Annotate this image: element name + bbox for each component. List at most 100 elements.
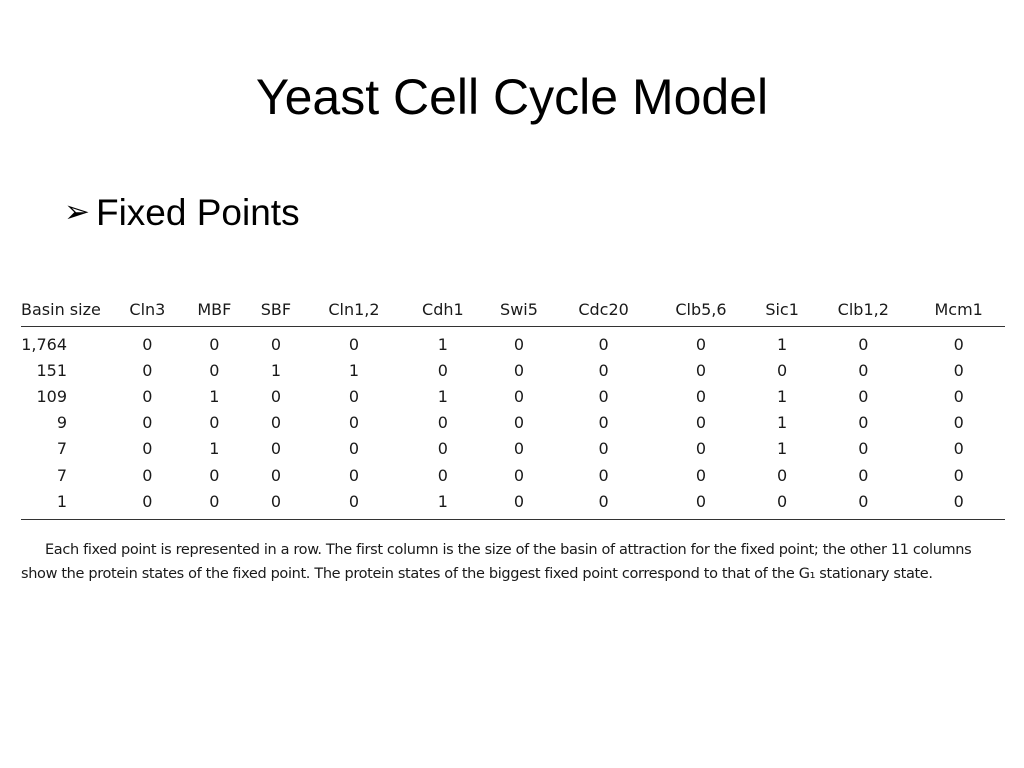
arrow-bullet-icon: ➢ (64, 194, 90, 230)
protein-state-cell: 1 (209, 386, 220, 406)
protein-state-cell: 1 (777, 334, 788, 354)
protein-state-cell: 0 (858, 386, 869, 406)
protein-state-cell: 0 (246, 488, 305, 521)
protein-state-cell: 0 (437, 439, 448, 459)
protein-state-cell: 0 (953, 360, 964, 380)
protein-state-cell: 1 (402, 488, 483, 521)
protein-state-cell: 0 (513, 413, 525, 433)
protein-state-cell: 1 (777, 439, 788, 459)
column-header-swi5: Swi5 (482, 293, 556, 327)
protein-state-cell: 0 (953, 386, 964, 406)
protein-state-cell: 0 (953, 334, 964, 354)
protein-state-cell: 0 (598, 386, 609, 406)
table-row: 1,764 0 0 0 0 1 0 0 0 1 0 0 (21, 327, 1005, 358)
protein-state-cell: 0 (953, 439, 964, 459)
protein-state-cell: 0 (695, 334, 707, 354)
protein-state-cell: 0 (858, 465, 869, 485)
protein-state-cell: 0 (304, 488, 403, 521)
protein-state-cell: 0 (695, 465, 707, 485)
table-body: 1,764 0 0 0 0 1 0 0 0 1 0 0 151 0 0 1 1 0 0 0 0 0 0 0 109 0 1 0 0 1 0 0… (21, 327, 1005, 521)
basin-size-cell: 9 (56, 413, 67, 433)
protein-state-cell: 0 (181, 488, 247, 521)
protein-state-cell: 0 (270, 413, 281, 433)
protein-state-cell: 1 (209, 439, 220, 459)
protein-state-cell: 1 (777, 386, 788, 406)
protein-state-cell: 0 (209, 465, 220, 485)
protein-state-cell: 0 (555, 488, 652, 521)
protein-state-cell: 0 (953, 465, 964, 485)
protein-state-cell: 1 (348, 360, 360, 380)
protein-state-cell: 0 (482, 488, 556, 521)
protein-state-cell: 0 (695, 360, 707, 380)
protein-state-cell: 0 (142, 465, 153, 485)
basin-size-cell: 7 (56, 439, 67, 459)
protein-state-cell: 0 (270, 386, 281, 406)
protein-state-cell: 0 (142, 334, 153, 354)
protein-state-cell: 0 (777, 465, 788, 485)
protein-state-cell: 0 (270, 334, 281, 354)
protein-state-cell: 0 (695, 439, 707, 459)
protein-state-cell: 0 (209, 413, 220, 433)
basin-size-cell: 1,764 (21, 334, 67, 354)
protein-state-cell: 0 (749, 488, 815, 521)
protein-state-cell: 0 (209, 360, 220, 380)
protein-state-cell: 0 (270, 439, 281, 459)
protein-state-cell: 0 (348, 334, 360, 354)
protein-state-cell: 0 (270, 465, 281, 485)
bullet-item-fixed-points: ➢ Fixed Points (64, 188, 300, 238)
column-header-cln3: Cln3 (113, 293, 182, 327)
column-header-mbf: MBF (181, 293, 247, 327)
protein-state-cell: 0 (513, 439, 525, 459)
protein-state-cell: 0 (348, 439, 360, 459)
basin-size-cell: 7 (56, 465, 67, 485)
protein-state-cell: 0 (513, 465, 525, 485)
protein-state-cell: 0 (513, 386, 525, 406)
table-row: 9 0 0 0 0 0 0 0 0 1 0 0 (21, 410, 1005, 436)
table-row: 7 0 0 0 0 0 0 0 0 0 0 0 (21, 462, 1005, 488)
protein-state-cell: 0 (858, 360, 869, 380)
basin-size-cell: 109 (36, 386, 67, 406)
basin-size-cell: 1 (21, 488, 113, 521)
column-header-clb5-6: Clb5,6 (651, 293, 750, 327)
protein-state-cell: 0 (437, 465, 448, 485)
protein-state-cell: 0 (912, 488, 1005, 521)
protein-state-cell: 0 (513, 360, 525, 380)
column-header-sbf: SBF (246, 293, 305, 327)
protein-state-cell: 0 (858, 413, 869, 433)
protein-state-cell: 0 (113, 488, 182, 521)
protein-state-cell: 0 (858, 439, 869, 459)
protein-state-cell: 0 (695, 413, 707, 433)
protein-state-cell: 0 (142, 413, 153, 433)
protein-state-cell: 0 (142, 439, 153, 459)
protein-state-cell: 0 (513, 334, 525, 354)
protein-state-cell: 1 (777, 413, 788, 433)
protein-state-cell: 0 (142, 386, 153, 406)
protein-state-cell: 0 (814, 488, 913, 521)
protein-state-cell: 1 (437, 334, 448, 354)
protein-state-cell: 0 (209, 334, 220, 354)
caption-line-1: Each fixed point is represented in a row… (45, 542, 972, 558)
protein-state-cell: 0 (858, 334, 869, 354)
caption-line-2: show the protein states of the fixed poi… (21, 566, 933, 582)
table-row: 7 0 1 0 0 0 0 0 0 1 0 0 (21, 436, 1005, 462)
column-header-cdh1: Cdh1 (402, 293, 483, 327)
protein-state-cell: 0 (695, 386, 707, 406)
column-header-cln1-2: Cln1,2 (304, 293, 403, 327)
column-header-mcm1: Mcm1 (912, 293, 1005, 327)
protein-state-cell: 0 (437, 360, 448, 380)
protein-state-cell: 0 (953, 413, 964, 433)
column-header-sic1: Sic1 (749, 293, 815, 327)
protein-state-cell: 0 (348, 386, 360, 406)
protein-state-cell: 0 (777, 360, 788, 380)
column-header-basin-size: Basin size (21, 293, 113, 327)
basin-size-cell: 151 (36, 360, 67, 380)
table-header-row: Basin size Cln3 MBF SBF Cln1,2 Cdh1 Swi5… (21, 293, 1005, 327)
protein-state-cell: 0 (598, 413, 609, 433)
table-row: 109 0 1 0 0 1 0 0 0 1 0 0 (21, 383, 1005, 409)
column-header-clb1-2: Clb1,2 (814, 293, 913, 327)
slide-title: Yeast Cell Cycle Model (255, 69, 769, 125)
protein-state-cell: 1 (270, 360, 281, 380)
protein-state-cell: 0 (348, 465, 360, 485)
